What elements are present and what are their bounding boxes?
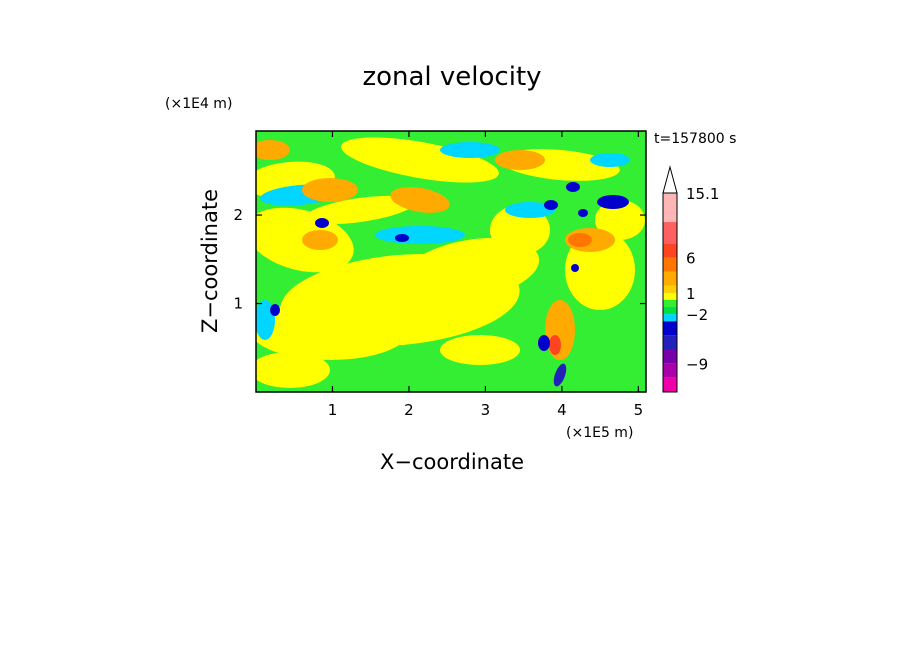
contour-region <box>566 182 580 192</box>
contour-region <box>341 137 499 183</box>
colorbar-segment <box>663 193 677 223</box>
colorbar-extend-arrow <box>662 165 678 194</box>
contour-region <box>256 140 290 160</box>
x-axis-label: X−coordinate <box>380 450 524 474</box>
y-axis: 12 <box>233 206 646 313</box>
contour-region <box>305 195 415 225</box>
contour-region <box>440 142 500 158</box>
contour-region <box>270 304 280 316</box>
contour-region <box>553 363 567 387</box>
x-tick-label: 3 <box>481 401 491 419</box>
contour-region <box>256 300 410 360</box>
colorbar-segment <box>663 314 677 322</box>
colorbar-segment <box>663 257 677 272</box>
colorbar-tick-label: −2 <box>686 306 708 324</box>
velocity-field <box>256 131 646 392</box>
contour-region <box>495 150 545 170</box>
colorbar-segment <box>663 349 677 364</box>
contour-region <box>597 195 629 209</box>
chart-title: zonal velocity <box>362 62 541 92</box>
x-tick-label: 5 <box>634 401 644 419</box>
contour-region <box>256 352 330 388</box>
x-axis: 1 2 3 4 5 <box>328 131 643 419</box>
contour-region <box>302 230 338 250</box>
plot-frame <box>255 130 647 393</box>
colorbar-segment <box>663 377 677 392</box>
colorbar-segment <box>663 307 677 315</box>
contour-region <box>544 200 558 210</box>
colorbar-tick-label: −9 <box>686 356 708 374</box>
colorbar-tick-label: 15.1 <box>686 185 719 203</box>
colorbar-segment <box>663 299 677 308</box>
colorbar-segment <box>663 363 677 378</box>
contour-region <box>375 226 465 244</box>
y-scale-label: (×1E4 m) <box>165 96 232 112</box>
contour-region <box>400 238 540 302</box>
x-tick-label: 4 <box>557 401 567 419</box>
colorbar-segment <box>663 222 677 244</box>
contour-region <box>315 218 329 228</box>
colorbar: 15.1 6 1 −2 −9 <box>662 165 719 393</box>
colorbar-tick-label: 6 <box>686 249 696 267</box>
colorbar-segment <box>663 271 677 286</box>
contour-region <box>390 187 450 213</box>
colorbar-segment <box>663 243 677 258</box>
y-tick-label: 1 <box>233 295 243 313</box>
contour-region <box>595 200 645 240</box>
contour-region <box>395 234 409 242</box>
x-tick-label: 2 <box>404 401 414 419</box>
contour-region <box>538 335 550 351</box>
field-contours <box>256 137 645 388</box>
colorbar-frame <box>662 192 678 393</box>
colorbar-tick-label: 1 <box>686 285 696 303</box>
contour-region <box>440 335 520 365</box>
contour-region <box>590 153 630 167</box>
y-axis-label: Z−coordinate <box>198 189 222 333</box>
contour-region <box>568 233 592 247</box>
colorbar-segment <box>663 335 677 350</box>
colorbar-segment <box>663 285 677 293</box>
contour-region <box>505 202 555 218</box>
x-scale-label: (×1E5 m) <box>566 425 633 441</box>
colorbar-segment <box>663 321 677 336</box>
contour-region <box>302 178 358 202</box>
contour-region <box>545 300 575 360</box>
contour-region <box>578 209 588 217</box>
x-tick-label: 1 <box>328 401 338 419</box>
contour-region <box>549 335 561 355</box>
colorbar-segment <box>663 292 677 300</box>
time-label: t=157800 s <box>654 131 736 147</box>
contour-region <box>571 264 579 272</box>
y-tick-label: 2 <box>233 206 243 224</box>
